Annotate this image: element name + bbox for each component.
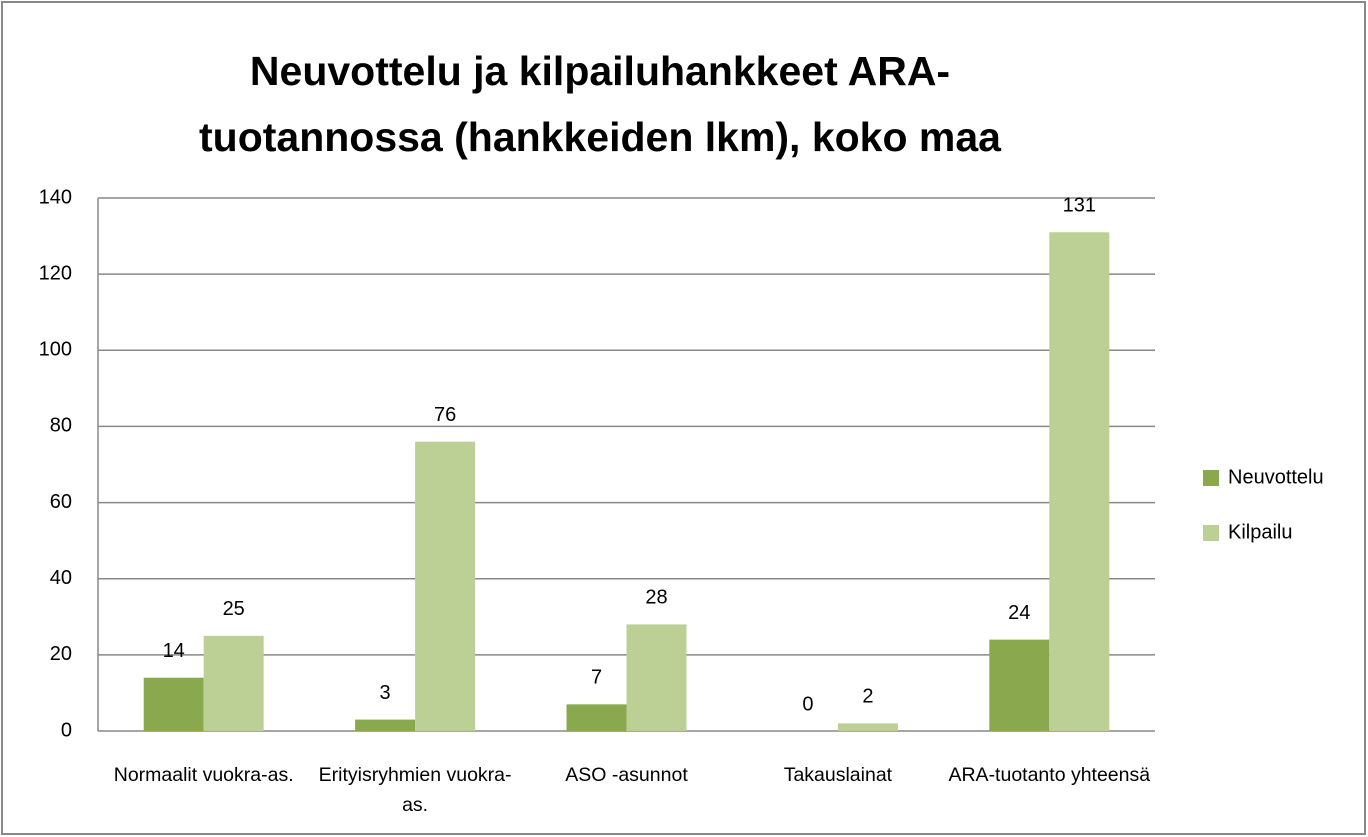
chart-title: Neuvottelu ja kilpailuhankkeet ARA-tuota…: [199, 48, 1001, 160]
bar: [566, 704, 627, 731]
data-label: 2: [862, 686, 873, 708]
data-label: 3: [380, 682, 391, 704]
legend-label: Kilpailu: [1228, 521, 1292, 543]
y-tick-label: 100: [39, 339, 72, 361]
bar: [143, 677, 204, 731]
y-tick-label: 140: [39, 186, 72, 208]
y-tick-label: 80: [50, 415, 72, 437]
bar: [989, 639, 1050, 731]
y-tick-label: 120: [39, 262, 72, 284]
bar: [415, 441, 476, 731]
legend-swatch: [1203, 470, 1219, 486]
data-label: 131: [1063, 195, 1096, 217]
bar: [626, 624, 687, 731]
x-tick-label: Normaalit vuokra-as.: [113, 764, 294, 786]
data-label: 24: [1008, 602, 1030, 624]
bar: [837, 723, 898, 731]
legend-label: Neuvottelu: [1228, 466, 1324, 488]
x-tick-label: Takauslainat: [783, 764, 893, 786]
legend-swatch: [1203, 525, 1219, 541]
data-label: 28: [645, 587, 667, 609]
x-tick-label: ASO -asunnot: [565, 764, 688, 786]
y-tick-label: 0: [61, 719, 72, 741]
bar: [203, 635, 264, 731]
data-label: 0: [802, 693, 813, 715]
data-label: 25: [223, 598, 245, 620]
x-tick-label: Erityisryhmien vuokra-as.: [318, 764, 512, 816]
bar: [355, 719, 416, 731]
y-tick-label: 60: [50, 491, 72, 513]
data-label: 7: [591, 667, 602, 689]
data-label: 14: [163, 640, 185, 662]
x-tick-label: ARA-tuotanto yhteensä: [948, 764, 1151, 786]
bar: [1049, 232, 1110, 731]
data-label: 76: [434, 404, 456, 426]
y-tick-label: 20: [50, 643, 72, 665]
y-tick-label: 40: [50, 567, 72, 589]
